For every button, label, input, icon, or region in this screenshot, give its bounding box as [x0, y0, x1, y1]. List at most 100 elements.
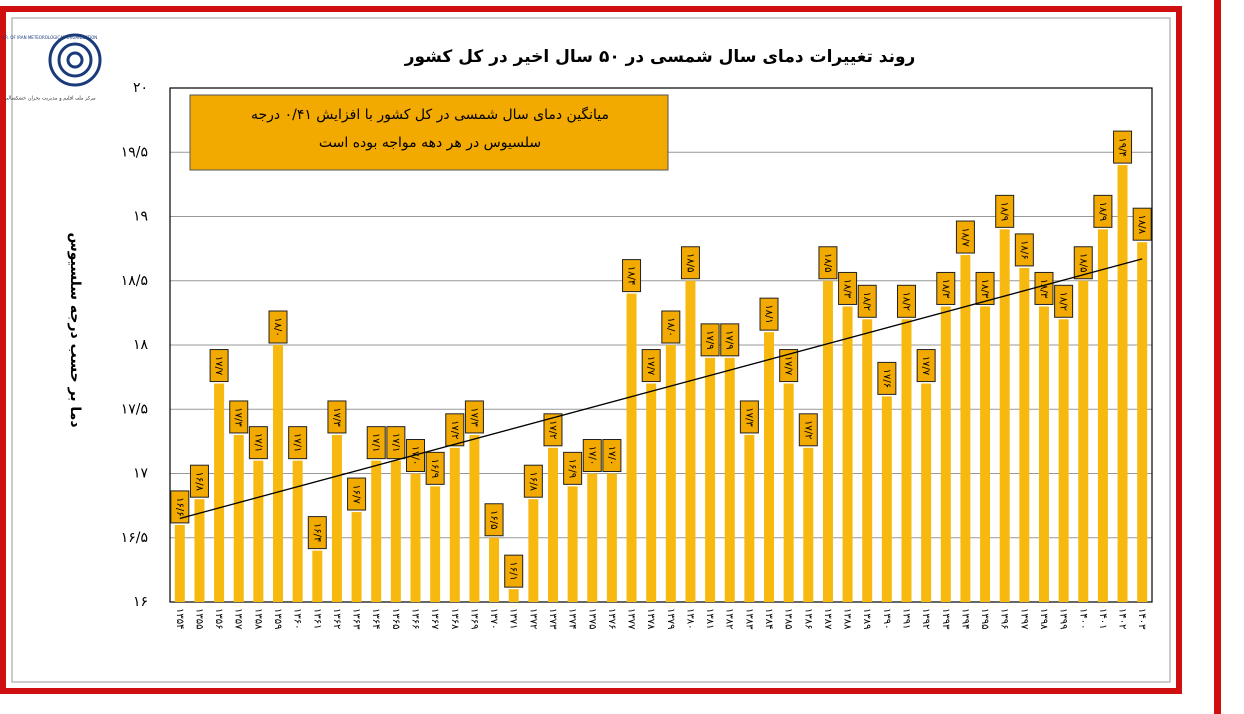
value-label-box: [916, 349, 936, 383]
x-tick-label: ۱۳۸۱: [704, 608, 715, 629]
x-tick-label: ۱۴۰۲: [1117, 608, 1128, 629]
logo-org-fa: مرکز ملی اقلیم و مدیریت بحران خشکسالی: [4, 96, 96, 102]
bar: [253, 460, 264, 602]
bar: [331, 434, 342, 602]
value-label-box: [229, 400, 249, 434]
bar: [1038, 306, 1049, 602]
value-label-box: [1113, 130, 1133, 164]
value-label-box: [189, 464, 209, 498]
value-label: ۱۸/۳: [979, 279, 990, 299]
x-tick-label: ۱۳۹۶: [999, 608, 1010, 629]
x-tick-label: ۱۴۰۳: [1136, 608, 1147, 630]
x-tick-label: ۱۳۸۶: [802, 608, 813, 629]
value-label-box: [1054, 284, 1074, 318]
value-label-box: [602, 439, 622, 472]
x-tick-label: ۱۳۶۳: [351, 608, 362, 630]
value-label-box: [857, 284, 877, 318]
value-label: ۱۶/۶: [174, 497, 185, 516]
value-label: ۱۷/۳: [743, 407, 754, 427]
y-tick-label: ۱۸: [133, 337, 149, 353]
value-label-box: [543, 413, 563, 447]
bar: [803, 447, 814, 602]
x-tick-label: ۱۳۶۲: [331, 608, 342, 629]
value-label: ۱۸/۲: [901, 292, 912, 311]
value-label-box: [425, 451, 445, 485]
value-label: ۱۶/۴: [311, 523, 322, 542]
value-label-box: [680, 246, 700, 280]
value-label-box: [288, 426, 308, 460]
value-label: ۱۷/۳: [331, 407, 342, 427]
bar: [1058, 319, 1069, 602]
value-label: ۱۷/۷: [645, 356, 656, 376]
x-tick-label: ۱۴۰۰: [1077, 608, 1088, 629]
bar: [351, 512, 362, 602]
x-tick-label: ۱۳۸۵: [783, 608, 794, 629]
bar: [1019, 267, 1030, 602]
x-tick-label: ۱۳۹۱: [901, 608, 912, 629]
x-tick-label: ۱۳۸۲: [724, 608, 735, 629]
bar: [940, 306, 951, 602]
bar: [547, 447, 558, 602]
value-label-box: [484, 503, 504, 537]
x-tick-label: ۱۳۸۰: [684, 608, 695, 629]
value-label: ۱۷/۶: [881, 369, 892, 388]
value-label-box: [995, 194, 1015, 228]
value-label: ۱۷/۳: [233, 407, 244, 427]
bar: [489, 537, 500, 602]
x-tick-label: ۱۳۸۹: [861, 608, 872, 629]
bar: [1117, 165, 1128, 602]
x-tick-label: ۱۳۸۷: [822, 608, 833, 630]
value-label: ۱۷/۳: [468, 407, 479, 427]
y-tick-label: ۱۶/۵: [121, 530, 148, 546]
value-label-box: [327, 400, 347, 434]
value-label: ۱۷/۷: [920, 356, 931, 376]
value-label: ۱۷/۲: [547, 420, 558, 439]
value-label-box: [936, 271, 956, 305]
value-label-box: [798, 413, 818, 447]
value-label-box: [739, 400, 759, 434]
value-label: ۱۸/۳: [1038, 279, 1049, 299]
x-tick-label: ۱۳۵۹: [272, 608, 283, 629]
x-tick-label: ۱۳۵۴: [174, 608, 185, 629]
value-label: ۱۶/۹: [429, 459, 440, 478]
value-label: ۱۷/۲: [802, 420, 813, 439]
inner-frame: [11, 17, 1171, 683]
annotation-box: [189, 94, 669, 171]
value-label: ۱۸/۰: [272, 317, 283, 336]
logo-ring: [66, 51, 84, 69]
value-label-box: [759, 297, 779, 331]
x-tick-label: ۱۳۶۱: [311, 608, 322, 629]
x-tick-label: ۱۳۷۴: [567, 608, 578, 629]
bar: [685, 280, 696, 602]
x-tick-label: ۱۳۹۵: [979, 608, 990, 629]
bar: [764, 332, 775, 602]
x-tick-label: ۱۳۶۴: [370, 608, 381, 629]
value-label: ۱۸/۲: [1058, 292, 1069, 311]
bar: [292, 460, 303, 602]
value-label-box: [563, 451, 583, 485]
x-tick-label: ۱۳۷۱: [508, 608, 519, 629]
x-tick-label: ۱۳۹۲: [920, 608, 931, 629]
bar: [508, 589, 519, 602]
value-label-box: [445, 413, 465, 447]
value-label: ۱۸/۵: [822, 253, 833, 272]
value-label: ۱۷/۹: [704, 330, 715, 349]
value-label-box: [779, 349, 799, 383]
bar: [1137, 242, 1148, 602]
bar: [430, 486, 441, 602]
value-label: ۱۷/۹: [724, 330, 735, 349]
value-label: ۱۹/۴: [1117, 137, 1128, 156]
bar: [312, 550, 323, 602]
value-label: ۱۷/۰: [606, 446, 617, 465]
x-tick-label: ۱۳۸۳: [743, 608, 754, 630]
value-label: ۱۸/۳: [940, 279, 951, 299]
x-tick-label: ۱۳۹۹: [1058, 608, 1069, 629]
x-tick-label: ۱۳۶۷: [429, 608, 440, 630]
value-label: ۱۸/۲: [861, 292, 872, 311]
y-tick-label: ۱۶: [133, 594, 148, 610]
bar: [1078, 280, 1089, 602]
value-label-box: [975, 271, 995, 305]
value-label-box: [582, 439, 602, 472]
bar: [626, 293, 637, 602]
value-label-box: [955, 220, 975, 254]
